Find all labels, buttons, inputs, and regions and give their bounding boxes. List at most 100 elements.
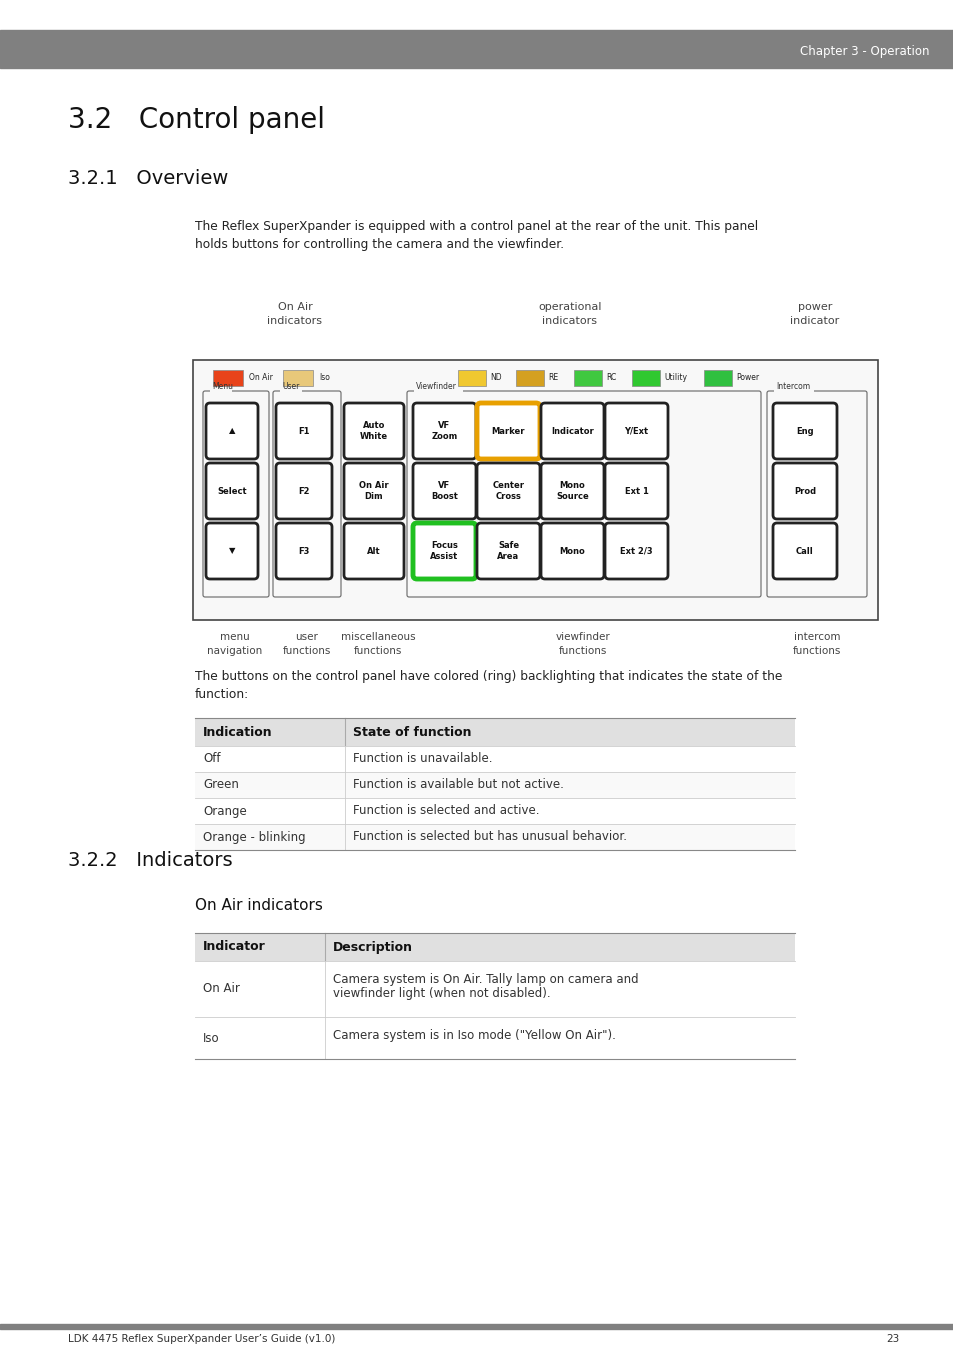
Text: Orange - blinking: Orange - blinking [203, 831, 305, 843]
Bar [194, 934, 794, 961]
Text: On Air
indicators: On Air indicators [267, 303, 322, 326]
Text: Iso: Iso [318, 373, 330, 382]
Text: On Air: On Air [249, 373, 273, 382]
Bar [194, 798, 794, 824]
FancyBboxPatch shape [604, 403, 667, 459]
FancyBboxPatch shape [344, 463, 403, 519]
Text: 23: 23 [885, 1333, 899, 1344]
Text: User: User [282, 382, 299, 390]
Text: Function is available but not active.: Function is available but not active. [353, 778, 563, 792]
FancyBboxPatch shape [476, 403, 539, 459]
Text: Ext 1: Ext 1 [624, 486, 648, 496]
Text: intercom
functions: intercom functions [792, 632, 841, 657]
Bar [703, 370, 731, 386]
Bar [516, 370, 543, 386]
Text: VF
Boost: VF Boost [431, 481, 457, 501]
Bar [210, 388, 232, 397]
Text: Utility: Utility [663, 373, 686, 382]
Bar [280, 388, 302, 397]
Text: ▼: ▼ [229, 547, 235, 555]
Text: On Air
Dim: On Air Dim [359, 481, 389, 501]
Text: Safe
Area: Safe Area [497, 542, 519, 561]
Text: The buttons on the control panel have colored (ring) backlighting that indicates: The buttons on the control panel have co… [194, 670, 781, 701]
FancyBboxPatch shape [540, 463, 603, 519]
Bar [631, 370, 659, 386]
Bar [194, 746, 794, 771]
Text: Eng: Eng [796, 427, 813, 435]
FancyBboxPatch shape [604, 463, 667, 519]
Bar [414, 388, 462, 397]
FancyBboxPatch shape [275, 523, 332, 580]
Text: Chapter 3 - Operation: Chapter 3 - Operation [800, 46, 929, 58]
FancyBboxPatch shape [344, 403, 403, 459]
Bar [283, 370, 313, 386]
Text: Orange: Orange [203, 804, 247, 817]
Bar [574, 370, 601, 386]
FancyBboxPatch shape [206, 463, 257, 519]
FancyBboxPatch shape [604, 523, 667, 580]
Text: RC: RC [605, 373, 616, 382]
Text: Indication: Indication [203, 725, 273, 739]
Text: Function is unavailable.: Function is unavailable. [353, 753, 492, 766]
Bar [773, 388, 813, 397]
Text: Prod: Prod [793, 486, 815, 496]
Text: 3.2.1   Overview: 3.2.1 Overview [68, 169, 228, 188]
Text: Indicator: Indicator [203, 940, 266, 954]
Text: Iso: Iso [203, 1032, 219, 1044]
Text: Menu: Menu [212, 382, 233, 390]
FancyBboxPatch shape [206, 523, 257, 580]
Text: F1: F1 [298, 427, 310, 435]
Text: Call: Call [796, 547, 813, 555]
Text: Mono: Mono [559, 547, 585, 555]
Text: power
indicator: power indicator [789, 303, 839, 326]
FancyBboxPatch shape [476, 463, 539, 519]
Bar [194, 717, 794, 746]
Text: Intercom: Intercom [775, 382, 809, 390]
Text: RE: RE [547, 373, 558, 382]
Bar [213, 370, 243, 386]
Text: viewfinder
functions: viewfinder functions [555, 632, 610, 657]
Text: On Air: On Air [203, 982, 239, 996]
Text: 3.2   Control panel: 3.2 Control panel [68, 105, 325, 134]
Text: Y/Ext: Y/Ext [624, 427, 648, 435]
Text: Description: Description [333, 940, 413, 954]
FancyBboxPatch shape [413, 523, 476, 580]
Text: Camera system is in Iso mode ("Yellow On Air").: Camera system is in Iso mode ("Yellow On… [333, 1029, 616, 1042]
Text: Center
Cross: Center Cross [492, 481, 524, 501]
Text: Alt: Alt [367, 547, 380, 555]
Text: Indicator: Indicator [551, 427, 594, 435]
Text: State of function: State of function [353, 725, 471, 739]
Text: Mono
Source: Mono Source [556, 481, 588, 501]
Text: The Reflex SuperXpander is equipped with a control panel at the rear of the unit: The Reflex SuperXpander is equipped with… [194, 220, 758, 251]
Text: Function is selected but has unusual behavior.: Function is selected but has unusual beh… [353, 831, 626, 843]
Text: Green: Green [203, 778, 238, 792]
FancyBboxPatch shape [540, 403, 603, 459]
FancyBboxPatch shape [206, 403, 257, 459]
Text: LDK 4475 Reflex SuperXpander User’s Guide (v1.0): LDK 4475 Reflex SuperXpander User’s Guid… [68, 1333, 335, 1344]
Text: Auto
White: Auto White [359, 422, 388, 440]
FancyBboxPatch shape [344, 523, 403, 580]
Text: miscellaneous
functions: miscellaneous functions [340, 632, 415, 657]
Bar [194, 1017, 794, 1059]
Text: operational
indicators: operational indicators [537, 303, 601, 326]
Text: ND: ND [490, 373, 501, 382]
FancyBboxPatch shape [772, 403, 836, 459]
Text: user
functions: user functions [282, 632, 331, 657]
FancyBboxPatch shape [540, 523, 603, 580]
Text: Ext 2/3: Ext 2/3 [619, 547, 652, 555]
Text: Marker: Marker [491, 427, 525, 435]
Bar [0, 30, 953, 68]
Text: Power: Power [735, 373, 759, 382]
Bar [193, 359, 877, 620]
Text: VF
Zoom: VF Zoom [431, 422, 457, 440]
FancyBboxPatch shape [476, 523, 539, 580]
Text: ▲: ▲ [229, 427, 235, 435]
Text: Select: Select [217, 486, 247, 496]
Bar [0, 1324, 953, 1329]
FancyBboxPatch shape [413, 403, 476, 459]
Text: F2: F2 [298, 486, 310, 496]
Text: 3.2.2   Indicators: 3.2.2 Indicators [68, 851, 233, 870]
Bar [457, 370, 485, 386]
FancyBboxPatch shape [772, 463, 836, 519]
FancyBboxPatch shape [275, 403, 332, 459]
